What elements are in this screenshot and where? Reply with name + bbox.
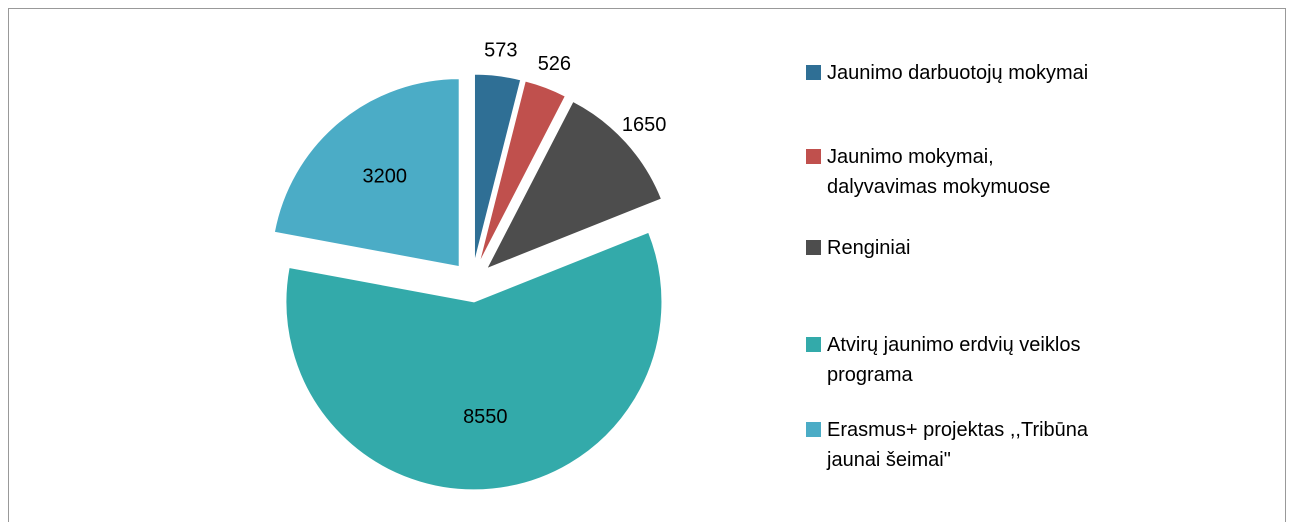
legend-entry: Atvirų jaunimo erdvių veiklos programa <box>806 330 1106 390</box>
data-label: 3200 <box>362 165 407 187</box>
pie-slice <box>473 73 522 263</box>
legend-swatch <box>806 65 821 80</box>
legend-label: Atvirų jaunimo erdvių veiklos programa <box>827 334 1081 386</box>
legend-label: Jaunimo mokymai, dalyvavimas mokymuose <box>827 146 1051 198</box>
legend-entry: Erasmus+ projektas ,,Tribūna jaunai šeim… <box>806 415 1106 475</box>
data-label: 573 <box>484 40 517 62</box>
legend-swatch <box>806 422 821 437</box>
legend-swatch <box>806 337 821 352</box>
legend-label: Jaunimo darbuotojų mokymai <box>827 62 1089 84</box>
legend-label: Erasmus+ projektas ,,Tribūna jaunai šeim… <box>827 419 1089 471</box>
legend-entry: Jaunimo darbuotojų mokymai <box>806 58 1106 88</box>
data-label: 8550 <box>463 406 508 428</box>
pie-slice <box>485 100 663 270</box>
legend-label: Renginiai <box>827 237 911 259</box>
pie-slice <box>478 80 566 264</box>
legend-swatch <box>806 149 821 164</box>
legend-entry: Renginiai <box>806 233 1106 263</box>
pie-slice <box>273 78 460 268</box>
data-label: 1650 <box>622 114 667 136</box>
data-label: 526 <box>538 53 571 75</box>
pie-slice <box>285 231 663 491</box>
legend-entry: Jaunimo mokymai, dalyvavimas mokymuose <box>806 142 1106 202</box>
legend-swatch <box>806 240 821 255</box>
